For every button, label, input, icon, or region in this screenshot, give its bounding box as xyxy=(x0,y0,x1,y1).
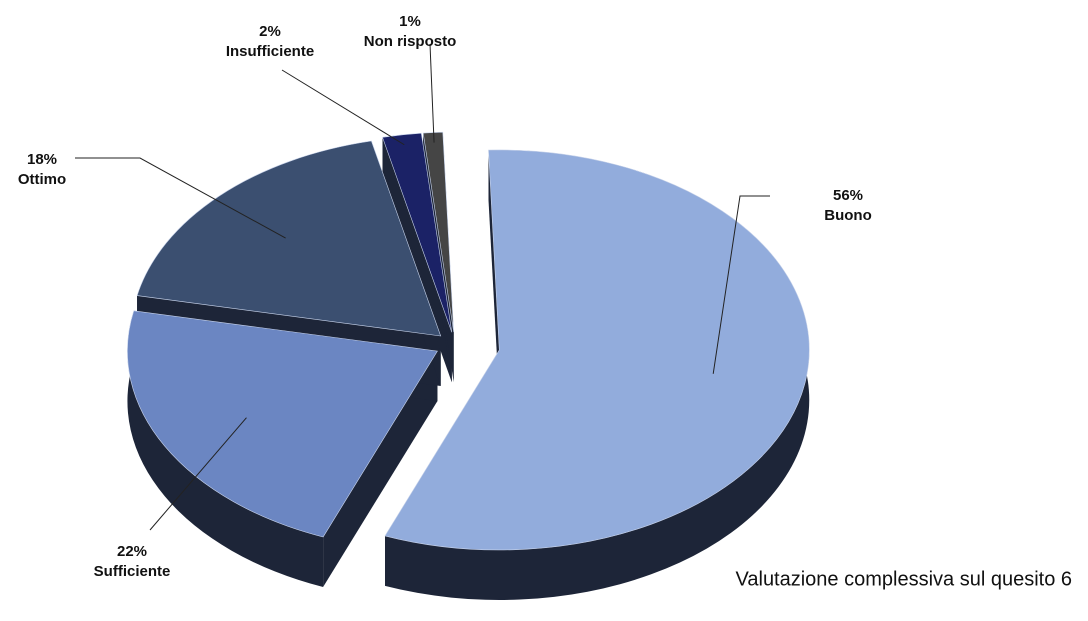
slice-side xyxy=(385,149,810,600)
data-label: 22% xyxy=(117,543,147,560)
slice xyxy=(127,310,438,538)
leader-line xyxy=(429,43,435,143)
category-label: Sufficiente xyxy=(94,563,171,580)
slice-side xyxy=(127,310,324,587)
slice xyxy=(422,131,454,333)
category-label: Buono xyxy=(824,207,871,224)
data-label: 56% xyxy=(833,187,863,204)
data-label: 1% xyxy=(399,13,421,30)
category-label: Non risposto xyxy=(364,33,457,50)
slice xyxy=(136,140,442,337)
slice-side xyxy=(323,351,438,587)
chart-title: Valutazione complessiva sul quesito 6 xyxy=(736,568,1072,590)
category-label: Insufficiente xyxy=(226,43,314,60)
leader-line xyxy=(281,69,405,146)
leader-line xyxy=(149,417,247,531)
category-label: Ottimo xyxy=(18,171,66,188)
leader-line xyxy=(712,195,770,374)
data-label: 18% xyxy=(27,151,57,168)
leader-line xyxy=(75,157,286,239)
slice xyxy=(384,149,810,551)
slice-side xyxy=(488,150,500,400)
data-label: 2% xyxy=(259,23,281,40)
slice xyxy=(382,132,453,333)
